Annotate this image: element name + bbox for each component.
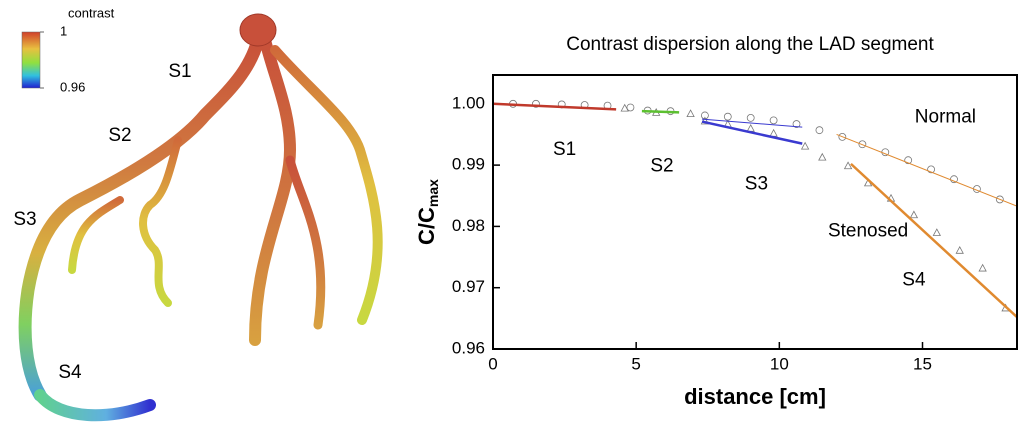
colorbar-tick-label: 0.96 [60, 79, 85, 94]
obtuse-branch [270, 45, 383, 325]
normal-point [723, 112, 732, 121]
stenosed-point [620, 103, 629, 112]
x-tick-label: 15 [913, 354, 932, 373]
stenosed-point [843, 161, 853, 170]
y-tick-label: 0.98 [452, 216, 485, 235]
lad-vessel [18, 33, 265, 402]
stenosed-point [909, 210, 919, 219]
stenosed-point [746, 123, 755, 132]
marginal-branch [285, 155, 326, 330]
y-tick-label: 0.96 [452, 338, 485, 357]
fit-line [836, 133, 1018, 207]
normal-point [626, 103, 635, 112]
fit-line [850, 162, 1018, 319]
annotation: S2 [650, 155, 673, 176]
segment-label: S2 [108, 125, 131, 146]
colorbar-title: contrast [68, 5, 115, 20]
stenosed-point [818, 152, 827, 161]
x-tick-label: 5 [631, 354, 640, 373]
annotation: Normal [915, 106, 976, 127]
chart-title: Contrast dispersion along the LAD segmen… [566, 34, 934, 55]
annotation: Stenosed [828, 220, 908, 241]
stenosed-point [800, 141, 810, 150]
y-tick-label: 1.00 [452, 93, 485, 112]
normal-point [532, 99, 540, 108]
normal-point [838, 133, 847, 141]
fit-line [641, 109, 680, 114]
x-tick-label: 0 [488, 354, 497, 373]
normal-point [927, 165, 935, 174]
x-axis-label: distance [cm] [684, 384, 826, 409]
segment-label: S1 [168, 61, 191, 82]
diagonal-branch [139, 136, 182, 307]
normal-point [858, 140, 867, 149]
stenosed-point [686, 109, 695, 118]
fit-line [701, 120, 803, 145]
stenosed-point [932, 228, 941, 236]
y-tick-label: 0.99 [452, 155, 485, 174]
x-tick-label: 10 [770, 354, 789, 373]
y-axis-label-main: C/C [414, 207, 439, 245]
small-branch [68, 196, 124, 274]
vessel-rendering [18, 13, 383, 422]
segment-label: S3 [13, 209, 36, 230]
fit-line [701, 118, 803, 128]
lad-tip [34, 389, 156, 422]
annotation: S1 [553, 139, 576, 160]
annotation: S4 [902, 269, 926, 290]
circumflex-branch [249, 34, 296, 346]
ostium [239, 13, 277, 47]
normal-point [769, 116, 778, 125]
y-axis-label: C/Cmax [414, 179, 441, 245]
y-tick-label: 0.97 [452, 277, 485, 296]
colorbar-tick-label: 1 [60, 23, 67, 38]
plot-frame [492, 74, 1018, 350]
stenosed-point [955, 245, 964, 254]
y-axis-label-sub: max [425, 179, 441, 207]
normal-point [792, 120, 801, 128]
segment-label: S4 [58, 362, 82, 383]
stenosed-point [769, 128, 778, 137]
normal-point [746, 114, 755, 122]
normal-point [904, 156, 913, 165]
normal-point [815, 126, 824, 135]
normal-point [995, 195, 1004, 204]
colorbar [21, 31, 41, 89]
annotation: S3 [745, 174, 768, 195]
stenosed-point [978, 263, 987, 272]
fit-line [492, 102, 617, 111]
